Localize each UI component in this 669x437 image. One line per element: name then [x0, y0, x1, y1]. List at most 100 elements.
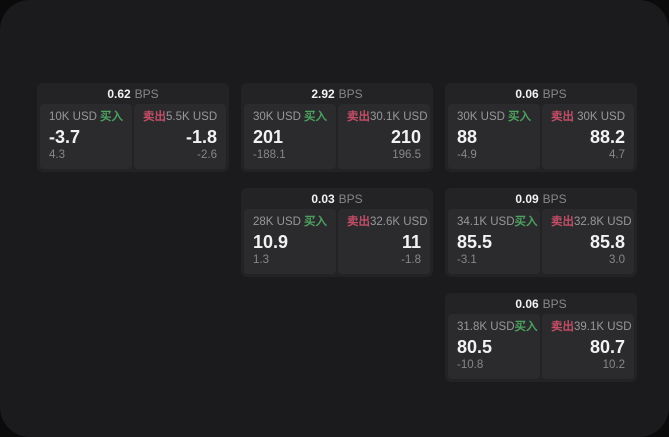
bps-value: 0.09 [515, 191, 539, 206]
bps-unit-label: BPS [134, 86, 159, 101]
sell-notional: 32.8K USD [574, 216, 632, 228]
sell-price: 11 [401, 231, 421, 252]
card-header: 0.62 BPS [40, 83, 226, 104]
buy-side-label: 买入 [508, 111, 531, 123]
buy-notional: 10K USD [49, 111, 97, 123]
sell-quote-tile[interactable]: 卖出 39.1K USD 80.7 10.2 [542, 314, 634, 379]
quote-panels: 34.1K USD 买入 85.5 -3.1 卖出 32.8K USD 85.8… [448, 209, 634, 274]
quote-panels: 30K USD 买入 88 -4.9 卖出 30K USD 88.2 4.7 [448, 104, 634, 169]
bps-unit-label: BPS [542, 296, 567, 311]
quote-card: 0.62 BPS 10K USD 买入 -3.7 4.3 卖出 5.5K USD… [37, 83, 229, 172]
buy-price: 85.5 [457, 231, 493, 252]
sell-price: 88.2 [589, 126, 625, 147]
quote-card: 0.06 BPS 31.8K USD 买入 80.5 -10.8 卖出 39.1… [445, 293, 637, 382]
buy-top-row: 30K USD 买入 [253, 111, 327, 124]
buy-delta: -4.9 [457, 149, 477, 162]
card-header: 0.06 BPS [448, 83, 634, 104]
sell-top-row: 卖出 32.6K USD [347, 216, 428, 229]
sell-delta: -2.6 [197, 149, 217, 162]
buy-price: 10.9 [253, 231, 289, 252]
sell-side-label: 卖出 [347, 111, 370, 123]
sell-notional: 5.5K USD [166, 111, 218, 123]
quote-card: 0.09 BPS 34.1K USD 买入 85.5 -3.1 卖出 32.8K… [445, 188, 637, 277]
sell-side-label: 卖出 [551, 111, 574, 123]
buy-delta: -3.1 [457, 254, 477, 267]
sell-top-row: 卖出 32.8K USD [551, 216, 632, 229]
buy-top-row: 31.8K USD 买入 [457, 321, 538, 334]
bps-value: 0.06 [515, 296, 539, 311]
sell-quote-tile[interactable]: 卖出 30.1K USD 210 196.5 [338, 104, 430, 169]
quote-panels: 31.8K USD 买入 80.5 -10.8 卖出 39.1K USD 80.… [448, 314, 634, 379]
sell-price: 80.7 [589, 336, 625, 357]
buy-quote-tile[interactable]: 10K USD 买入 -3.7 4.3 [40, 104, 132, 169]
quote-panels: 30K USD 买入 201 -188.1 卖出 30.1K USD 210 1… [244, 104, 430, 169]
buy-price: -3.7 [49, 126, 81, 147]
sell-side-label: 卖出 [143, 111, 166, 123]
sell-side-label: 卖出 [551, 321, 574, 333]
card-header: 0.09 BPS [448, 188, 634, 209]
buy-notional: 28K USD [253, 216, 301, 228]
quote-card: 0.03 BPS 28K USD 买入 10.9 1.3 卖出 32.6K US… [241, 188, 433, 277]
sell-quote-tile[interactable]: 卖出 32.6K USD 11 -1.8 [338, 209, 430, 274]
bps-value: 0.62 [107, 86, 131, 101]
sell-delta: 196.5 [392, 149, 421, 162]
buy-notional: 31.8K USD [457, 321, 515, 333]
buy-delta: -10.8 [457, 359, 484, 372]
buy-top-row: 30K USD 买入 [457, 111, 531, 124]
bps-unit-label: BPS [338, 86, 363, 101]
buy-delta: 4.3 [49, 149, 65, 162]
buy-quote-tile[interactable]: 31.8K USD 买入 80.5 -10.8 [448, 314, 540, 379]
card-header: 0.06 BPS [448, 293, 634, 314]
buy-top-row: 34.1K USD 买入 [457, 216, 538, 229]
buy-side-label: 买入 [514, 216, 538, 228]
sell-top-row: 卖出 39.1K USD [551, 321, 632, 334]
bps-unit-label: BPS [542, 191, 567, 206]
buy-side-label: 买入 [304, 111, 327, 123]
bps-value: 0.03 [311, 191, 335, 206]
sell-price: 210 [390, 126, 421, 147]
sell-top-row: 卖出 30K USD [551, 111, 625, 124]
sell-top-row: 卖出 5.5K USD [143, 111, 217, 124]
sell-price: 85.8 [589, 231, 625, 252]
bps-value: 2.92 [311, 86, 335, 101]
sell-top-row: 卖出 30.1K USD [347, 111, 428, 124]
quote-panels: 10K USD 买入 -3.7 4.3 卖出 5.5K USD -1.8 -2.… [40, 104, 226, 169]
card-header: 2.92 BPS [244, 83, 430, 104]
buy-notional: 34.1K USD [457, 216, 515, 228]
buy-delta: -188.1 [253, 149, 286, 162]
bps-value: 0.06 [515, 86, 539, 101]
sell-notional: 39.1K USD [574, 321, 632, 333]
quote-card: 0.06 BPS 30K USD 买入 88 -4.9 卖出 30K USD 8… [445, 83, 637, 172]
quote-grid: 0.62 BPS 10K USD 买入 -3.7 4.3 卖出 5.5K USD… [37, 83, 637, 382]
buy-price: 80.5 [457, 336, 493, 357]
buy-quote-tile[interactable]: 28K USD 买入 10.9 1.3 [244, 209, 336, 274]
sell-notional: 30.1K USD [370, 111, 428, 123]
sell-delta: 3.0 [609, 254, 625, 267]
bps-unit-label: BPS [542, 86, 567, 101]
sell-delta: 10.2 [602, 359, 625, 372]
buy-price: 88 [457, 126, 478, 147]
sell-notional: 32.6K USD [370, 216, 428, 228]
sell-delta: -1.8 [401, 254, 421, 267]
bps-unit-label: BPS [338, 191, 363, 206]
card-header: 0.03 BPS [244, 188, 430, 209]
sell-notional: 30K USD [577, 111, 625, 123]
sell-price: -1.8 [185, 126, 217, 147]
buy-price: 201 [253, 126, 284, 147]
sell-quote-tile[interactable]: 卖出 5.5K USD -1.8 -2.6 [134, 104, 226, 169]
buy-quote-tile[interactable]: 30K USD 买入 201 -188.1 [244, 104, 336, 169]
sell-quote-tile[interactable]: 卖出 32.8K USD 85.8 3.0 [542, 209, 634, 274]
buy-quote-tile[interactable]: 30K USD 买入 88 -4.9 [448, 104, 540, 169]
sell-quote-tile[interactable]: 卖出 30K USD 88.2 4.7 [542, 104, 634, 169]
buy-notional: 30K USD [457, 111, 505, 123]
buy-quote-tile[interactable]: 34.1K USD 买入 85.5 -3.1 [448, 209, 540, 274]
sell-side-label: 卖出 [551, 216, 574, 228]
quote-card: 2.92 BPS 30K USD 买入 201 -188.1 卖出 30.1K … [241, 83, 433, 172]
buy-top-row: 10K USD 买入 [49, 111, 123, 124]
buy-notional: 30K USD [253, 111, 301, 123]
sell-delta: 4.7 [609, 149, 625, 162]
buy-side-label: 买入 [100, 111, 123, 123]
sell-side-label: 卖出 [347, 216, 370, 228]
buy-top-row: 28K USD 买入 [253, 216, 327, 229]
